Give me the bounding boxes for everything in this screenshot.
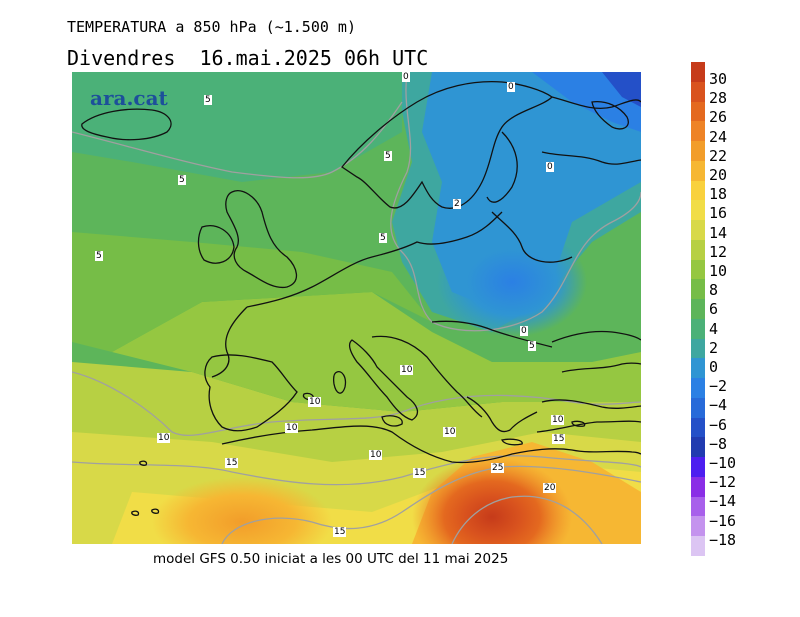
colorbar-label: −2 (709, 377, 728, 396)
contour-label: 5 (379, 233, 387, 243)
contour-label: 15 (413, 468, 427, 478)
colorbar-label: 22 (709, 146, 728, 165)
colorbar-label: −6 (709, 415, 728, 434)
field-arctic (602, 72, 641, 107)
field-central (112, 292, 641, 412)
colorbar-label: 8 (709, 281, 719, 300)
colorbar-label: −8 (709, 434, 728, 453)
contour-label: 10 (443, 427, 457, 437)
colorbar-segment (691, 81, 705, 102)
field-mid (72, 232, 432, 352)
colorbar-segment (691, 516, 705, 537)
colorbar-segment (691, 437, 705, 458)
colorbar-segment (691, 180, 705, 201)
chart-title: TEMPERATURA a 850 hPa (~1.500 m) (67, 18, 356, 36)
contour-label: 0 (546, 162, 554, 172)
colorbar-segment (691, 457, 705, 478)
colorbar-segment (691, 496, 705, 517)
colorbar-segment (691, 476, 705, 498)
contour-label: 15 (552, 434, 566, 444)
temperature-map (72, 72, 641, 544)
model-footer: model GFS 0.50 iniciat a les 00 UTC del … (153, 551, 509, 567)
colorbar-segment (691, 536, 705, 557)
colorbar-label: 10 (709, 262, 728, 280)
colorbar-label: 18 (709, 185, 728, 204)
contour-label: 0 (520, 326, 528, 336)
colorbar-segment (691, 239, 705, 261)
contour-label: 5 (384, 151, 392, 161)
contour-label: 25 (491, 463, 505, 473)
colorbar-label: 30 (709, 70, 728, 88)
colorbar-label: 6 (709, 300, 719, 319)
colorbar-label: −4 (709, 396, 728, 415)
contour-label: 0 (402, 72, 410, 82)
contour-label: 10 (285, 423, 299, 433)
chart-subtitle: Divendres 16.mai.2025 06h UTC (67, 46, 429, 70)
colorbar-segment (691, 299, 705, 320)
colorbar-segment (691, 259, 705, 280)
isotherm-lines (72, 72, 641, 544)
contour-label: 5 (178, 175, 186, 185)
contour-label: 0 (507, 82, 515, 92)
colorbar-label: −14 (709, 492, 737, 511)
brand-logo: ara.cat (90, 86, 168, 110)
contour-label: 5 (95, 251, 103, 261)
field-hot-core (412, 457, 572, 544)
field-far-north (532, 72, 641, 132)
colorbar-label: 28 (709, 89, 728, 108)
colorbar-label: −10 (709, 454, 737, 472)
contour-label: 10 (551, 415, 565, 425)
colorbar-segment (691, 200, 705, 221)
colorbar-label: 26 (709, 108, 728, 127)
contour-label: 15 (225, 458, 239, 468)
field-northwest (72, 72, 402, 182)
contour-label: 5 (204, 95, 212, 105)
colorbar-label: 24 (709, 127, 728, 146)
contour-label: 10 (157, 433, 171, 443)
colorbar-label: 4 (709, 319, 719, 338)
colorbar-label: 14 (709, 223, 728, 242)
contour-label: 10 (369, 450, 383, 460)
field-sw-hot (152, 477, 332, 544)
colorbar-segment (691, 338, 705, 359)
colorbar-segment (691, 397, 705, 419)
contour-label: 15 (333, 527, 347, 537)
colorbar-label: −18 (709, 530, 737, 549)
colorbar (691, 62, 705, 557)
colorbar-segment (691, 358, 705, 379)
colorbar-segment (691, 141, 705, 162)
contour-label: 10 (400, 365, 414, 375)
colorbar-segment (691, 62, 705, 83)
colorbar-label: 0 (709, 358, 719, 376)
colorbar-label: 16 (709, 204, 728, 223)
field-cold-core (437, 227, 587, 337)
colorbar-segment (691, 417, 705, 438)
colorbar-label: −16 (709, 511, 737, 530)
colorbar-label: 2 (709, 338, 719, 357)
colorbar-segment (691, 279, 705, 300)
colorbar-label: 20 (709, 166, 728, 184)
contour-label: 10 (308, 397, 322, 407)
colorbar-label: 12 (709, 242, 728, 261)
colorbar-segment (691, 101, 705, 122)
contour-label: 2 (453, 199, 461, 209)
colorbar-segment (691, 160, 705, 182)
colorbar-segment (691, 318, 705, 340)
colorbar-segment (691, 121, 705, 142)
colorbar-segment (691, 220, 705, 241)
colorbar-label: −12 (709, 473, 737, 492)
contour-label: 5 (528, 341, 536, 351)
contour-label: 20 (543, 483, 557, 493)
colorbar-segment (691, 378, 705, 399)
